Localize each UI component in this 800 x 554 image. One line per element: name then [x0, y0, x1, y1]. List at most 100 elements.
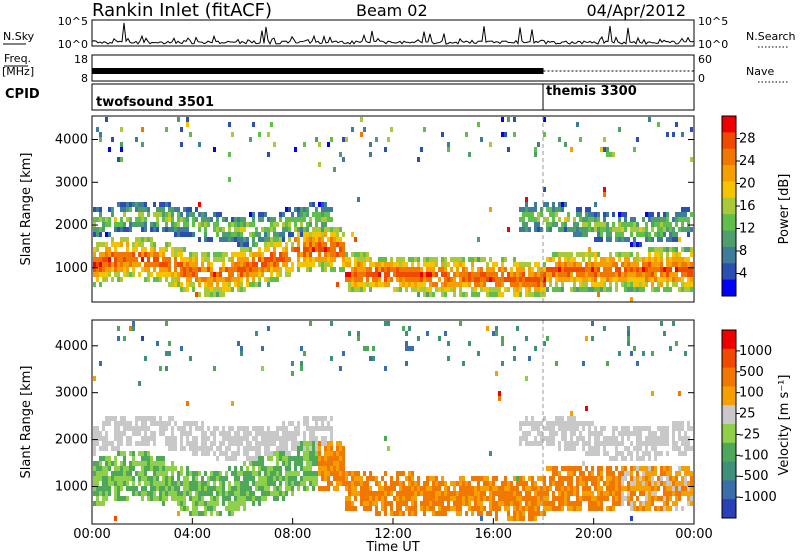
freq-unit: [MHz] — [2, 65, 34, 78]
heatmap-cell — [264, 232, 267, 237]
heatmap-cell — [555, 207, 558, 212]
heatmap-cell — [684, 257, 687, 262]
heatmap-cell — [159, 461, 162, 466]
heatmap-cell — [603, 267, 606, 272]
heatmap-cell — [657, 217, 660, 222]
heatmap-cell — [207, 262, 210, 267]
heatmap-cell — [96, 431, 99, 436]
heatmap-cell — [96, 247, 99, 252]
heatmap-cell — [570, 436, 573, 441]
heatmap-cell — [669, 476, 672, 481]
heatmap-cell — [261, 366, 264, 371]
heatmap-cell — [474, 486, 477, 491]
heatmap-cell — [567, 441, 570, 446]
heatmap-cell — [624, 446, 627, 451]
heatmap-cell — [606, 222, 609, 227]
heatmap-cell — [159, 212, 162, 217]
heatmap-cell — [198, 227, 201, 232]
heatmap-cell — [297, 212, 300, 217]
heatmap-cell — [150, 476, 153, 481]
heatmap-cell — [363, 486, 366, 491]
heatmap-cell — [666, 247, 669, 252]
heatmap-cell — [228, 272, 231, 277]
heatmap-cell — [315, 471, 318, 476]
heatmap-cell — [117, 277, 120, 282]
heatmap-cell — [339, 267, 342, 272]
heatmap-cell — [432, 496, 435, 501]
heatmap-cell — [99, 461, 102, 466]
heatmap-cell — [558, 421, 561, 426]
colorbar-tick-label: 12 — [739, 222, 756, 237]
heatmap-cell — [102, 426, 105, 431]
heatmap-cell — [183, 247, 186, 252]
heatmap-cell — [195, 476, 198, 481]
heatmap-cell — [267, 132, 270, 137]
heatmap-cell — [651, 277, 654, 282]
heatmap-cell — [480, 257, 483, 262]
heatmap-cell — [372, 262, 375, 267]
heatmap-cell — [303, 227, 306, 232]
heatmap-cell — [105, 232, 108, 237]
heatmap-cell — [204, 486, 207, 491]
heatmap-cell — [597, 481, 600, 486]
heatmap-cell — [177, 491, 180, 496]
heatmap-cell — [585, 451, 588, 456]
heatmap-cell — [210, 431, 213, 436]
heatmap-cell — [543, 486, 546, 491]
heatmap-cell — [198, 486, 201, 491]
heatmap-cell — [117, 267, 120, 272]
heatmap-cell — [558, 137, 561, 142]
heatmap-cell — [603, 272, 606, 277]
heatmap-cell — [282, 262, 285, 267]
heatmap-cell — [333, 167, 336, 172]
heatmap-cell — [261, 481, 264, 486]
heatmap-cell — [426, 476, 429, 481]
heatmap-cell — [363, 252, 366, 257]
heatmap-cell — [228, 177, 231, 182]
heatmap-cell — [291, 217, 294, 222]
heatmap-cell — [384, 272, 387, 277]
heatmap-cell — [516, 272, 519, 277]
heatmap-cell — [588, 247, 591, 252]
heatmap-cell — [594, 282, 597, 287]
heatmap-cell — [216, 496, 219, 501]
heatmap-cell — [444, 481, 447, 486]
time-axis: 00:00 04:00 08:00 12:00 16:00 20:00 00:00 — [73, 518, 713, 542]
heatmap-cell — [408, 257, 411, 262]
heatmap-cell — [465, 511, 468, 516]
heatmap-cell — [306, 416, 309, 421]
heatmap-cell — [642, 262, 645, 267]
heatmap-cell — [114, 257, 117, 262]
heatmap-cell — [234, 267, 237, 272]
heatmap-cell — [489, 506, 492, 511]
heatmap-cell — [657, 122, 660, 127]
heatmap-cell — [384, 257, 387, 262]
heatmap-cell — [102, 267, 105, 272]
heatmap-cell — [666, 496, 669, 501]
heatmap-cell — [195, 471, 198, 476]
heatmap-cell — [150, 262, 153, 267]
heatmap-cell — [579, 262, 582, 267]
heatmap-cell — [291, 486, 294, 491]
heatmap-cell — [411, 476, 414, 481]
heatmap-cell — [285, 431, 288, 436]
heatmap-cell — [606, 361, 609, 366]
heatmap-cell — [93, 257, 96, 262]
heatmap-cell — [126, 227, 129, 232]
heatmap-cell — [267, 491, 270, 496]
heatmap-cell — [684, 446, 687, 451]
heatmap-cell — [156, 257, 159, 262]
heatmap-cell — [288, 431, 291, 436]
heatmap-cell — [225, 506, 228, 511]
heatmap-cell — [207, 292, 210, 297]
heatmap-cell — [117, 446, 120, 451]
heatmap-cell — [495, 486, 498, 491]
heatmap-cell — [213, 476, 216, 481]
heatmap-cell — [225, 282, 228, 287]
heatmap-cell — [405, 476, 408, 481]
heatmap-cell — [387, 491, 390, 496]
heatmap-cell — [213, 451, 216, 456]
heatmap-cell — [180, 212, 183, 217]
heatmap-cell — [621, 262, 624, 267]
heatmap-cell — [609, 272, 612, 277]
